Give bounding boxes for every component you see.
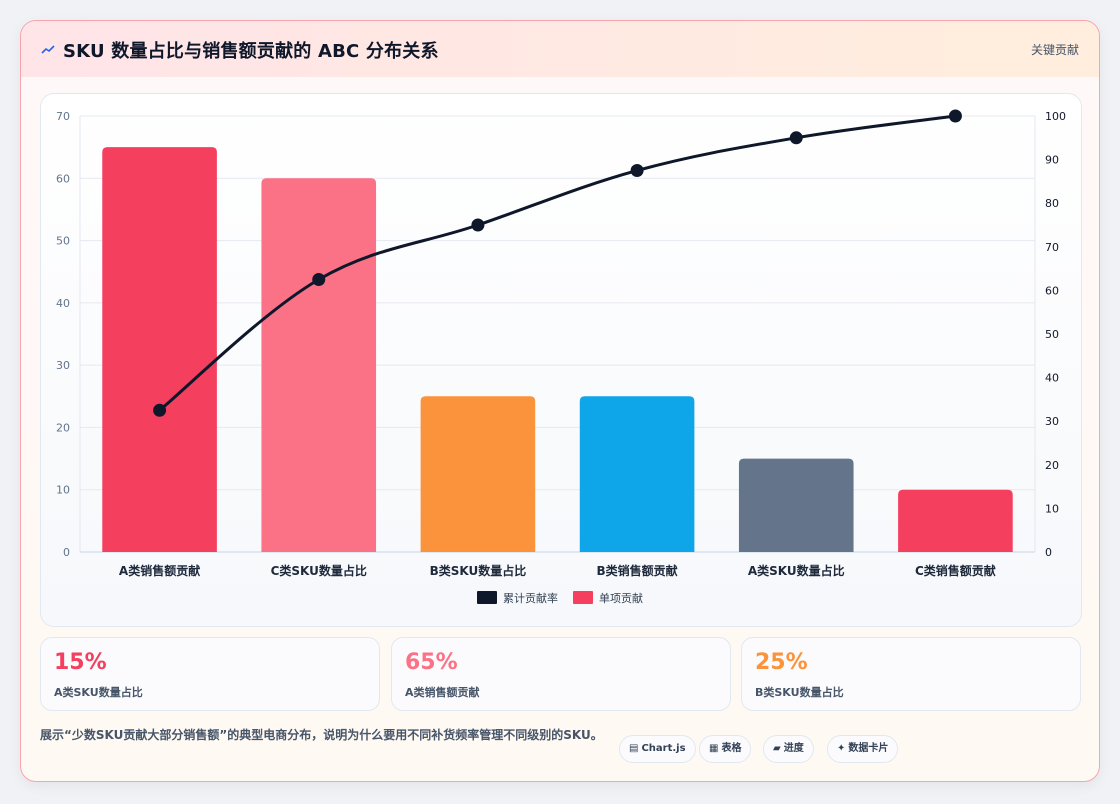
stat-value: 65%: [405, 650, 458, 675]
y-right-tick-label: 20: [1045, 459, 1059, 472]
bar: [579, 396, 695, 552]
sparkle-icon: ✦: [837, 743, 846, 754]
pill-chartjs[interactable]: ▤ Chart.js: [619, 735, 696, 763]
pareto-chart: 0 10 20 30 40 50 60 70 0 10 20 30 40 50 60 70 80 90 100 A类销…: [56, 109, 1066, 605]
x-tick-label: A类SKU数量占比: [748, 563, 845, 578]
chart-title: SKU 数量占比与销售额贡献的 ABC 分布关系: [63, 41, 439, 62]
x-tick-label: C类销售额贡献: [915, 563, 996, 578]
pill-label: 进度: [783, 743, 804, 754]
legend-label: 累计贡献率: [503, 591, 558, 605]
y-right-tick-label: 30: [1045, 415, 1059, 428]
line-point: [789, 131, 803, 145]
pill-label: Chart.js: [641, 743, 686, 754]
y-left-tick-label: 50: [56, 235, 70, 248]
line-point: [312, 273, 326, 286]
line-point: [471, 218, 485, 232]
line-point: [630, 164, 644, 177]
pill-data-card[interactable]: ✦ 数据卡片: [827, 735, 899, 763]
card-header: SKU 数量占比与销售额贡献的 ABC 分布关系 关键贡献: [21, 21, 1099, 77]
chart-description: 展示“少数SKU贡献大部分销售额”的典型电商分布，说明为什么要用不同补货频率管理…: [40, 728, 603, 742]
line-point: [948, 109, 962, 123]
y-right-tick-label: 80: [1045, 197, 1059, 210]
stat-cards: 15% A类SKU数量占比 65% A类销售额贡献 25% B类SKU数量占比: [40, 637, 1081, 711]
y-left-tick-label: 0: [63, 546, 70, 559]
y-left-tick-label: 60: [56, 172, 70, 185]
cumulative-line: [158, 114, 956, 412]
stat-label: A类SKU数量占比: [54, 686, 143, 699]
y-left-tick-label: 40: [56, 297, 70, 310]
y-right-tick-label: 10: [1045, 502, 1059, 515]
progress-icon: ▰: [773, 743, 781, 754]
chart-line-icon: [41, 45, 55, 54]
legend-label: 单项贡献: [599, 591, 643, 605]
x-tick-label: B类SKU数量占比: [430, 563, 527, 578]
pill-label: 数据卡片: [848, 743, 889, 754]
y-right-tick-label: 90: [1045, 154, 1059, 167]
x-tick-label: A类销售额贡献: [119, 563, 200, 578]
stat-value: 15%: [54, 650, 107, 675]
y-left-tick-label: 30: [56, 359, 70, 372]
stat-card-a-sales: 65% A类销售额贡献: [391, 637, 731, 711]
y-left-tick-label: 20: [56, 421, 70, 434]
chart-card: SKU 数量占比与销售额贡献的 ABC 分布关系 关键贡献 0 10 20 30 40 5…: [20, 20, 1100, 782]
y-right-tick-label: 70: [1045, 241, 1059, 254]
stat-card-b-sku: 25% B类SKU数量占比: [741, 637, 1081, 711]
line-point: [153, 403, 167, 417]
bar: [738, 458, 854, 552]
bar: [898, 489, 1013, 552]
y-right-tick-label: 50: [1045, 328, 1059, 341]
y-right-tick-label: 60: [1045, 284, 1059, 297]
pill-table[interactable]: ▦ 表格: [699, 735, 752, 763]
y-right-tick-label: 40: [1045, 372, 1059, 385]
bar: [420, 396, 536, 552]
header-tag: 关键贡献: [1030, 43, 1079, 57]
y-right-tick-label: 0: [1045, 546, 1052, 559]
table-icon: ▦: [709, 743, 719, 754]
y-left-tick-label: 10: [56, 484, 70, 497]
x-tick-label: B类销售额贡献: [597, 563, 678, 578]
legend-swatch: [477, 591, 497, 604]
pill-progress[interactable]: ▰ 进度: [763, 735, 814, 763]
stat-value: 25%: [755, 650, 808, 675]
bar: [261, 178, 377, 552]
x-tick-label: C类SKU数量占比: [271, 563, 367, 578]
y-left-tick-label: 70: [56, 110, 70, 123]
y-right-tick-label: 100: [1045, 110, 1066, 123]
stat-label: A类销售额贡献: [405, 686, 480, 699]
stat-card-a-sku: 15% A类SKU数量占比: [40, 637, 380, 711]
window-icon: ▤: [629, 743, 639, 754]
chart-area: 0 10 20 30 40 50 60 70 0 10 20 30 40 50 60 70 80 90 100 A类销…: [40, 93, 1082, 627]
legend-swatch: [573, 591, 593, 604]
bar: [102, 147, 217, 552]
stat-label: B类SKU数量占比: [755, 686, 844, 699]
pill-label: 表格: [721, 743, 742, 754]
